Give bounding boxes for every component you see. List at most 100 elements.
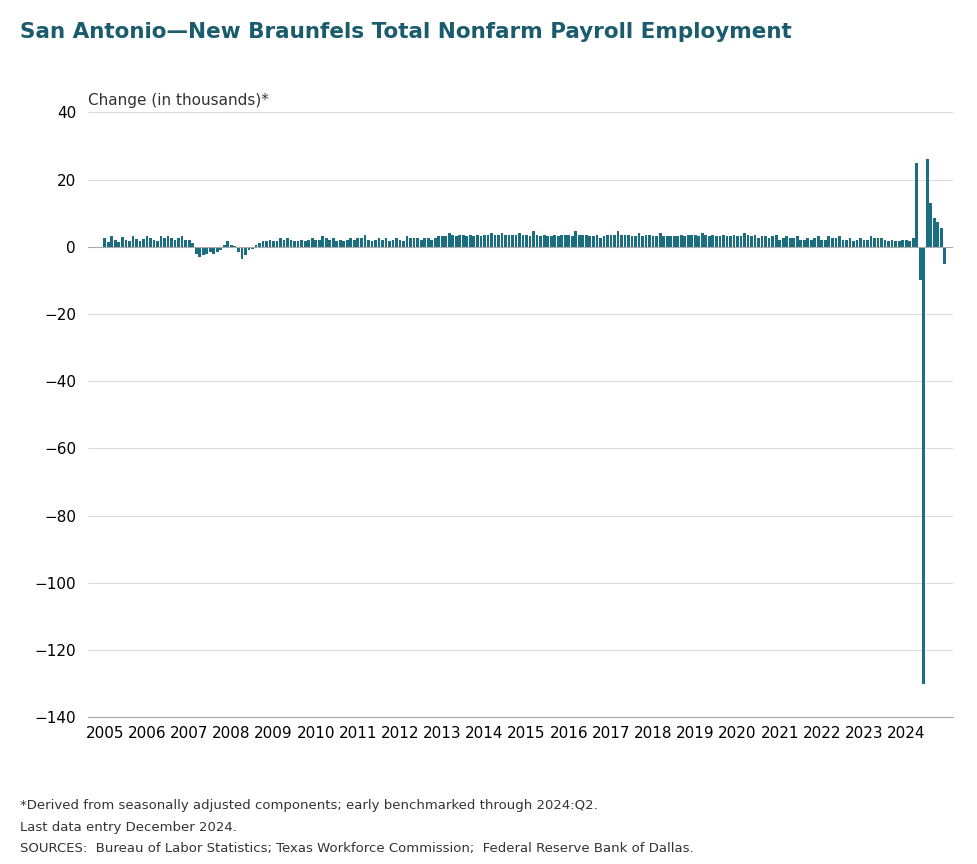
- Bar: [915, 162, 918, 247]
- Bar: [308, 239, 310, 247]
- Bar: [441, 236, 444, 247]
- Bar: [198, 247, 201, 257]
- Bar: [342, 241, 345, 247]
- Bar: [722, 235, 725, 247]
- Bar: [610, 235, 613, 247]
- Bar: [557, 236, 560, 247]
- Bar: [715, 236, 718, 247]
- Bar: [321, 236, 324, 247]
- Bar: [641, 236, 644, 247]
- Bar: [859, 238, 862, 247]
- Bar: [553, 235, 556, 247]
- Bar: [799, 239, 802, 247]
- Bar: [511, 235, 514, 247]
- Bar: [240, 247, 243, 259]
- Bar: [543, 235, 545, 247]
- Bar: [416, 238, 419, 247]
- Bar: [490, 233, 492, 247]
- Bar: [792, 238, 795, 247]
- Bar: [687, 235, 690, 247]
- Bar: [346, 239, 349, 247]
- Bar: [142, 239, 145, 247]
- Bar: [170, 238, 173, 247]
- Bar: [388, 241, 391, 247]
- Bar: [128, 241, 131, 247]
- Bar: [726, 236, 728, 247]
- Bar: [588, 236, 591, 247]
- Bar: [627, 235, 630, 247]
- Bar: [114, 240, 116, 247]
- Bar: [381, 239, 384, 247]
- Bar: [110, 236, 113, 247]
- Bar: [420, 239, 422, 247]
- Bar: [515, 235, 518, 247]
- Bar: [237, 247, 239, 252]
- Text: *Derived from seasonally adjusted components; early benchmarked through 2024:Q2.: *Derived from seasonally adjusted compon…: [20, 799, 597, 812]
- Bar: [332, 238, 335, 247]
- Bar: [701, 233, 703, 247]
- Bar: [487, 235, 489, 247]
- Bar: [185, 239, 187, 247]
- Bar: [863, 239, 866, 247]
- Bar: [782, 238, 785, 247]
- Bar: [824, 239, 827, 247]
- Bar: [434, 238, 437, 247]
- Bar: [392, 239, 395, 247]
- Bar: [638, 233, 641, 247]
- Bar: [367, 239, 369, 247]
- Bar: [614, 235, 616, 247]
- Bar: [704, 235, 707, 247]
- Bar: [929, 203, 932, 247]
- Bar: [121, 238, 124, 247]
- Bar: [529, 236, 531, 247]
- Bar: [279, 238, 282, 247]
- Bar: [493, 235, 496, 247]
- Bar: [673, 236, 675, 247]
- Bar: [255, 245, 257, 247]
- Bar: [377, 238, 380, 247]
- Bar: [814, 238, 816, 247]
- Text: San Antonio—New Braunfels Total Nonfarm Payroll Employment: San Antonio—New Braunfels Total Nonfarm …: [20, 22, 791, 41]
- Bar: [806, 238, 809, 247]
- Bar: [645, 235, 648, 247]
- Bar: [430, 239, 433, 247]
- Bar: [262, 241, 265, 247]
- Bar: [880, 238, 883, 247]
- Bar: [273, 241, 275, 247]
- Bar: [803, 239, 806, 247]
- Bar: [683, 236, 686, 247]
- Bar: [764, 236, 767, 247]
- Bar: [634, 236, 637, 247]
- Bar: [374, 239, 377, 247]
- Bar: [403, 241, 404, 247]
- Bar: [412, 238, 415, 247]
- Bar: [438, 236, 440, 247]
- Bar: [656, 236, 658, 247]
- Bar: [539, 236, 542, 247]
- Bar: [831, 238, 833, 247]
- Bar: [282, 239, 285, 247]
- Bar: [269, 239, 272, 247]
- Bar: [630, 236, 633, 247]
- Bar: [834, 238, 837, 247]
- Bar: [652, 236, 655, 247]
- Bar: [318, 239, 320, 247]
- Bar: [265, 241, 268, 247]
- Bar: [363, 235, 366, 247]
- Bar: [188, 239, 191, 247]
- Bar: [926, 159, 929, 247]
- Bar: [353, 239, 356, 247]
- Bar: [648, 235, 651, 247]
- Bar: [360, 238, 362, 247]
- Text: Change (in thousands)*: Change (in thousands)*: [88, 93, 269, 108]
- Bar: [694, 235, 697, 247]
- Bar: [568, 235, 571, 247]
- Bar: [139, 241, 142, 247]
- Bar: [462, 235, 465, 247]
- Bar: [508, 235, 510, 247]
- Bar: [662, 236, 665, 247]
- Bar: [445, 236, 447, 247]
- Bar: [526, 235, 528, 247]
- Bar: [191, 243, 194, 247]
- Bar: [578, 235, 580, 247]
